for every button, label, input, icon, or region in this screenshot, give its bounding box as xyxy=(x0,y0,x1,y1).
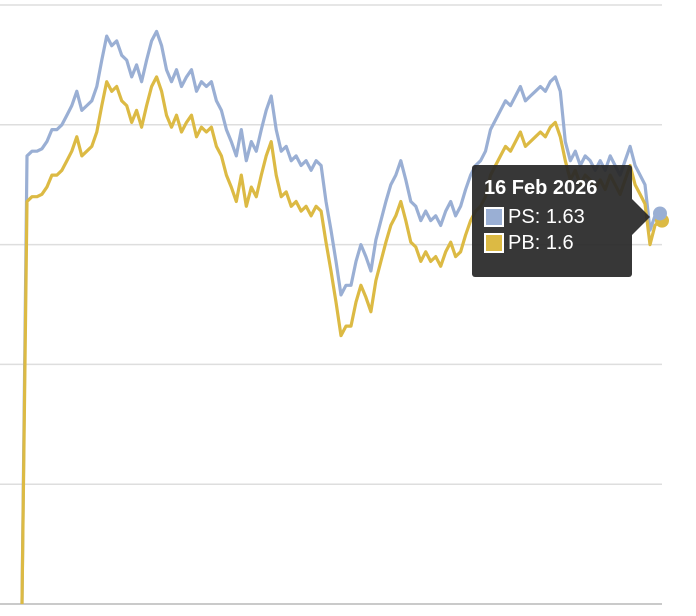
series-name: PS xyxy=(508,204,546,230)
series-name: PB xyxy=(508,230,546,256)
hover-marker xyxy=(653,206,667,221)
swatch xyxy=(484,207,504,227)
tooltip-title: 16 Feb 2026 xyxy=(484,177,598,199)
tooltip-row: PS1.63 xyxy=(484,204,620,230)
tooltip: 16 Feb 2026 PS1.63 PB1.6 xyxy=(472,165,650,277)
series-value: 1.63 xyxy=(545,206,585,228)
series-line xyxy=(20,29,661,605)
series-value: 1.6 xyxy=(545,232,574,254)
swatch xyxy=(484,233,504,253)
tooltip-row: PB1.6 xyxy=(484,230,620,256)
series-line xyxy=(20,75,662,605)
